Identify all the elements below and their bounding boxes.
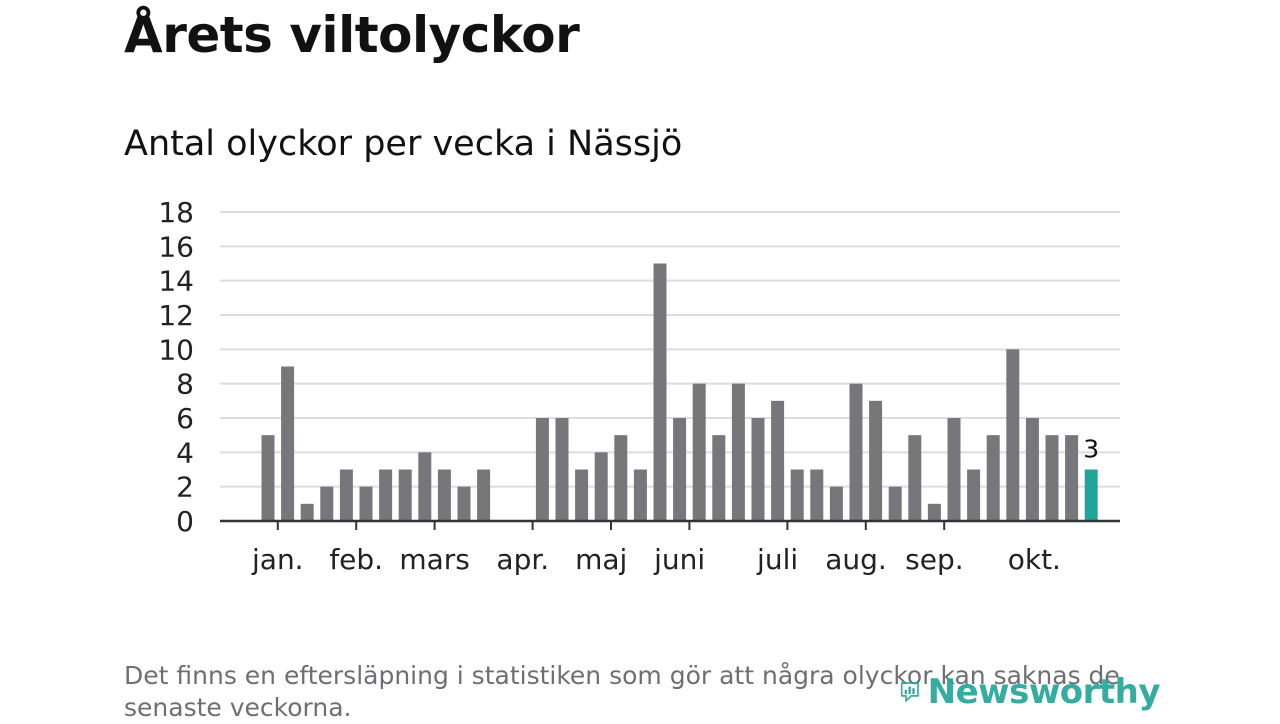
bar — [320, 486, 334, 521]
bar — [810, 469, 824, 521]
footnote: Det finns en eftersläpning i statistiken… — [124, 661, 1120, 722]
y-tick-label: 0 — [176, 505, 194, 538]
x-axis — [220, 519, 1120, 530]
bars: 3 — [261, 263, 1099, 521]
x-axis-labels: jan. feb. mars apr. maj juni juli aug. sep. okt. — [251, 543, 1061, 576]
y-tick-label: 2 — [176, 471, 194, 504]
x-tick-label: feb. — [329, 543, 383, 576]
bar — [418, 452, 432, 521]
bar — [555, 418, 569, 521]
bar — [888, 486, 902, 521]
x-tick-label: sep. — [905, 543, 964, 576]
x-tick-label: okt. — [1008, 543, 1061, 576]
chart-subtitle: Antal olyckor per vecka i Nässjö — [124, 124, 683, 164]
bar — [594, 452, 608, 521]
bar-value-label: 3 — [1083, 435, 1099, 464]
bar — [261, 435, 275, 521]
bar — [869, 400, 883, 521]
bar — [790, 469, 804, 521]
bar — [359, 486, 373, 521]
bar — [379, 469, 393, 521]
x-tick-label: mars — [399, 543, 470, 576]
x-tick-label: juni — [653, 543, 705, 576]
x-tick-label: apr. — [496, 543, 549, 576]
brand-name: Newsworthy — [927, 672, 1161, 712]
bar-highlight — [1084, 469, 1098, 521]
bar — [731, 383, 745, 521]
x-tick-label: juli — [756, 543, 798, 576]
bar — [692, 383, 706, 521]
bar — [535, 418, 549, 521]
bar — [300, 503, 314, 521]
y-tick-label: 16 — [158, 230, 194, 263]
gridlines — [220, 211, 1120, 488]
y-tick-label: 14 — [158, 265, 194, 298]
bar — [673, 418, 687, 521]
bar — [614, 435, 628, 521]
bar — [1025, 418, 1039, 521]
bar — [947, 418, 961, 521]
newsworthy-logo-icon — [900, 682, 919, 702]
bar — [712, 435, 726, 521]
y-tick-label: 12 — [158, 299, 194, 332]
bar — [633, 469, 647, 521]
bar — [927, 503, 941, 521]
bar — [575, 469, 589, 521]
bar — [908, 435, 922, 521]
bar — [398, 469, 412, 521]
bar — [457, 486, 471, 521]
y-tick-label: 4 — [176, 436, 194, 469]
y-tick-label: 18 — [158, 196, 194, 229]
bar — [1045, 435, 1059, 521]
bar — [1006, 349, 1020, 521]
y-tick-label: 10 — [158, 333, 194, 366]
bar — [986, 435, 1000, 521]
bar — [339, 469, 353, 521]
bar — [437, 469, 451, 521]
y-tick-label: 8 — [176, 368, 194, 401]
x-tick-label: aug. — [825, 543, 887, 576]
bar — [751, 418, 765, 521]
chart-title: Årets viltolyckor — [124, 6, 580, 64]
bar — [281, 366, 295, 521]
bar — [771, 400, 785, 521]
x-tick-label: maj — [575, 543, 627, 576]
bar — [1065, 435, 1079, 521]
y-tick-label: 6 — [176, 402, 194, 435]
x-tick-label: jan. — [251, 543, 304, 576]
newsworthy-logo: Newsworthy — [900, 664, 1161, 720]
bar — [477, 469, 491, 521]
bar — [653, 263, 667, 521]
bar — [829, 486, 843, 521]
bar — [967, 469, 981, 521]
bar — [849, 383, 863, 521]
